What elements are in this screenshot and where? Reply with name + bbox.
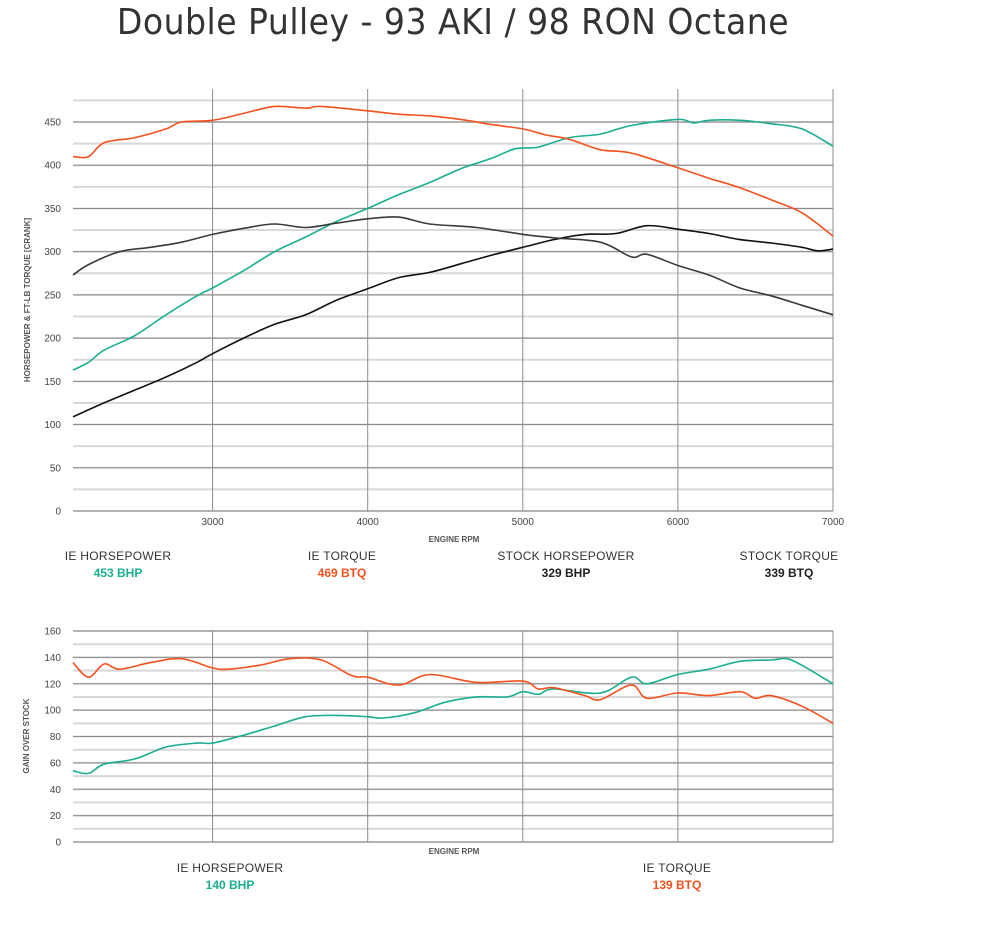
legend-label: IE HORSEPOWER [64,549,172,563]
svg-text:100: 100 [44,706,61,717]
ie-torque-line [72,657,834,725]
svg-text:200: 200 [44,334,61,345]
svg-text:5000: 5000 [512,517,535,528]
svg-text:60: 60 [50,758,62,769]
ie-torque-line [72,105,834,237]
svg-text:40: 40 [50,785,62,796]
svg-text:80: 80 [50,732,62,743]
top-series-lines [72,105,834,418]
svg-text:100: 100 [44,420,61,431]
svg-text:250: 250 [44,290,61,301]
svg-text:50: 50 [50,463,62,474]
svg-text:150: 150 [44,377,61,388]
legend-value: 339 BTQ [764,566,814,580]
legend-ie-horsepower: IE HORSEPOWER 453 BHP [38,549,198,580]
svg-text:0: 0 [55,838,61,849]
gain-legend-ie-torque: IE TORQUE 139 BTQ [597,861,757,892]
top-x-axis-ticks: 3000 4000 5000 6000 7000 [201,517,844,528]
legend-label: STOCK HORSEPOWER [497,549,635,563]
ie-horsepower-line [72,657,834,775]
legend-value: 139 BTQ [652,878,702,892]
bottom-series-lines [72,657,834,775]
legend-label: IE TORQUE [307,549,377,563]
legend-value: 453 BHP [93,566,143,580]
svg-text:450: 450 [44,118,61,129]
legend-stock-horsepower: STOCK HORSEPOWER 329 BHP [486,549,646,580]
svg-text:160: 160 [44,627,61,638]
legend-value: 469 BTQ [317,566,367,580]
svg-text:7000: 7000 [822,517,845,528]
svg-text:120: 120 [44,679,61,690]
svg-text:140: 140 [44,653,61,664]
svg-text:3000: 3000 [201,517,224,528]
page-title: Double Pulley - 93 AKI / 98 RON Octane [116,2,790,43]
legend-ie-torque: IE TORQUE 469 BTQ [262,549,422,580]
svg-text:6000: 6000 [667,517,690,528]
svg-text:0: 0 [55,507,61,518]
power-torque-chart: 0 50 100 150 200 250 300 350 400 450 3000 4000 5000… [23,89,845,544]
legend-label: IE TORQUE [642,861,712,875]
legend-label: STOCK TORQUE [739,549,839,563]
top-y-axis-label: HORSEPOWER & FT-LB TORQUE [CRANK] [23,218,32,383]
legend-value: 329 BHP [541,566,591,580]
gain-over-stock-chart: 0 20 40 60 80 100 120 140 160 GAIN OVER STOCK EN… [22,627,834,856]
stock-horsepower-line [72,224,834,418]
svg-text:350: 350 [44,204,61,215]
bottom-x-axis-label: ENGINE RPM [429,847,480,856]
top-x-axis-label: ENGINE RPM [429,535,480,544]
legend-value: 140 BHP [205,878,255,892]
svg-text:20: 20 [50,811,62,822]
bottom-y-axis-label: GAIN OVER STOCK [22,698,31,773]
legend-stock-torque: STOCK TORQUE 339 BTQ [709,549,869,580]
bottom-y-axis-ticks: 0 20 40 60 80 100 120 140 160 [44,627,61,849]
svg-text:4000: 4000 [357,517,380,528]
bottom-gridlines [73,630,834,843]
gain-legend-ie-horsepower: IE HORSEPOWER 140 BHP [150,861,310,892]
svg-text:300: 300 [44,247,61,258]
legend-label: IE HORSEPOWER [176,861,284,875]
svg-text:400: 400 [44,161,61,172]
stock-torque-line [72,216,834,316]
top-gridlines [73,89,834,512]
ie-horsepower-line [72,118,834,371]
top-y-axis-ticks: 0 50 100 150 200 250 300 350 400 450 [44,118,61,518]
